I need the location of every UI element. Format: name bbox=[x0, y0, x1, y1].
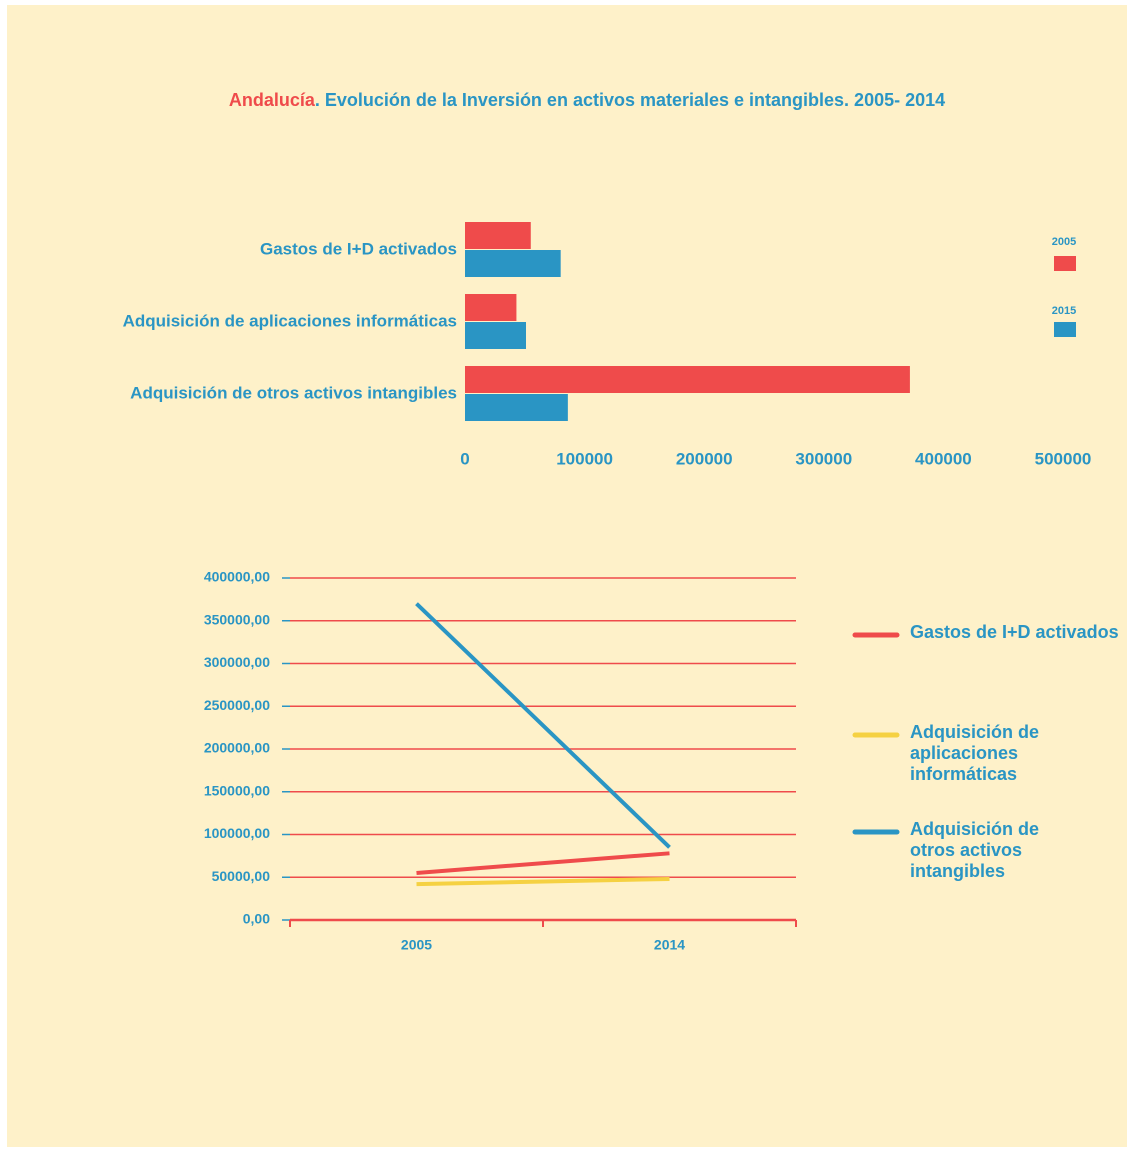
legend-swatch bbox=[1054, 322, 1076, 337]
background bbox=[7, 5, 1127, 1147]
bar bbox=[465, 322, 526, 349]
legend-swatch bbox=[1054, 256, 1076, 271]
bar bbox=[465, 222, 531, 249]
y-tick-label: 250000,00 bbox=[204, 697, 270, 713]
x-tick-label: 400000 bbox=[915, 449, 972, 468]
x-tick-label: 500000 bbox=[1035, 449, 1092, 468]
y-tick-label: 150000,00 bbox=[204, 782, 270, 798]
legend-label: Adquisición de otros activos intangibles bbox=[910, 819, 1040, 881]
y-tick-label: Adquisición de aplicaciones informáticas bbox=[123, 311, 457, 330]
y-tick-label: 350000,00 bbox=[204, 611, 270, 627]
chart-title: Andalucía. Evolución de la Inversión en … bbox=[229, 90, 945, 110]
y-tick-label: 400000,00 bbox=[204, 569, 270, 585]
legend-label: Gastos de I+D activados bbox=[910, 622, 1119, 642]
x-tick-label: 2014 bbox=[654, 937, 685, 953]
y-tick-label: 300000,00 bbox=[204, 654, 270, 670]
x-tick-label: 0 bbox=[460, 449, 469, 468]
y-tick-label: Adquisición de otros activos intangibles bbox=[130, 383, 457, 402]
series-line bbox=[415, 602, 671, 849]
y-tick-label: 200000,00 bbox=[204, 740, 270, 756]
y-tick-label: Gastos de I+D activados bbox=[260, 239, 457, 258]
series-line bbox=[416, 851, 670, 875]
title-text: . Evolución de la Inversión en activos m… bbox=[315, 90, 945, 110]
legend-label: 2015 bbox=[1052, 305, 1076, 317]
x-tick-label: 2005 bbox=[401, 937, 432, 953]
x-tick-label: 100000 bbox=[556, 449, 613, 468]
series-line bbox=[416, 876, 670, 887]
y-tick-label: 100000,00 bbox=[204, 825, 270, 841]
x-tick-label: 200000 bbox=[676, 449, 733, 468]
title-highlight: Andalucía bbox=[229, 90, 316, 110]
y-tick-label: 0,00 bbox=[243, 911, 270, 927]
bar bbox=[465, 294, 517, 321]
bar bbox=[465, 250, 561, 277]
bar bbox=[465, 366, 910, 393]
y-tick-label: 50000,00 bbox=[212, 868, 271, 884]
bar bbox=[465, 394, 568, 421]
legend-label: 2005 bbox=[1052, 236, 1076, 248]
legend-label: Adquisición de aplicaciones informáticas bbox=[910, 722, 1040, 784]
x-tick-label: 300000 bbox=[795, 449, 852, 468]
